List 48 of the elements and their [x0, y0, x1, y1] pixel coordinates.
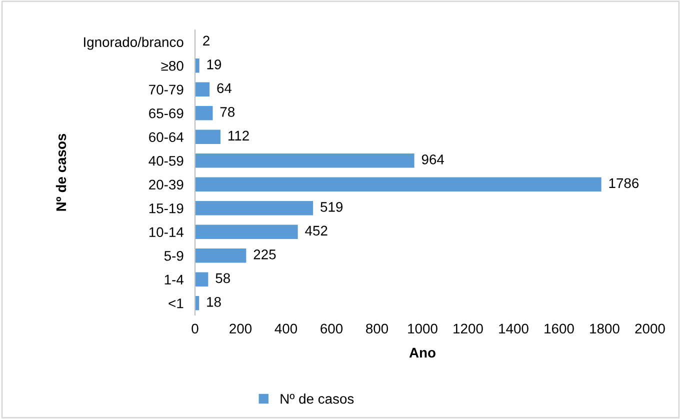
x-tick-label: 0 — [192, 324, 198, 334]
data-label: 18 — [207, 297, 221, 307]
data-label: 64 — [217, 83, 232, 94]
y-tick-label: 60-64 — [149, 132, 184, 142]
y-tick-label: ≥80 — [161, 60, 184, 71]
bar — [195, 58, 200, 73]
y-tick-label: 65-69 — [149, 108, 184, 118]
bar — [195, 106, 213, 120]
y-tick-label: 5-9 — [164, 250, 184, 261]
x-tick-label: 1800 — [590, 324, 620, 334]
data-label: 78 — [220, 107, 235, 117]
x-tick-label: 600 — [320, 324, 343, 334]
y-tick-label: 10-14 — [149, 227, 184, 238]
data-label: 964 — [422, 154, 444, 164]
x-tick-label: 1600 — [544, 324, 574, 334]
bar — [195, 272, 208, 286]
bar — [195, 154, 414, 168]
x-tick-label: 1200 — [454, 324, 483, 334]
data-label: 19 — [207, 60, 222, 70]
y-tick-label: Ignorado/branco — [84, 36, 184, 50]
x-tick-label: 800 — [366, 324, 388, 334]
x-tick-label: 1000 — [408, 324, 438, 334]
data-label: 519 — [320, 202, 343, 212]
bar — [195, 201, 314, 216]
x-axis-title: Ano — [409, 348, 436, 358]
y-tick-label: 70-79 — [149, 84, 184, 95]
data-label: 452 — [305, 226, 328, 236]
data-label: 58 — [216, 273, 230, 284]
data-label: 1786 — [609, 178, 639, 188]
bar — [195, 130, 220, 144]
bar — [195, 177, 602, 192]
x-tick-label: 200 — [230, 324, 252, 334]
y-axis-title: Nº de casos — [56, 134, 66, 211]
data-label: 112 — [228, 130, 249, 140]
y-tick-label: <1 — [168, 298, 184, 308]
x-tick-label: 400 — [274, 324, 298, 334]
x-tick-label: 2000 — [635, 324, 665, 334]
bar — [195, 224, 298, 239]
legend-label: Nº de casos — [280, 394, 354, 404]
data-label: 2 — [203, 36, 210, 46]
bar — [195, 82, 210, 96]
data-label: 225 — [254, 250, 276, 260]
y-tick-label: 40-59 — [148, 156, 184, 166]
x-tick-label: 1400 — [499, 324, 528, 334]
bar — [195, 248, 246, 263]
y-tick-label: 15-19 — [149, 203, 184, 214]
y-tick-label: 1-4 — [164, 274, 184, 284]
y-tick-label: 20-39 — [149, 180, 184, 190]
